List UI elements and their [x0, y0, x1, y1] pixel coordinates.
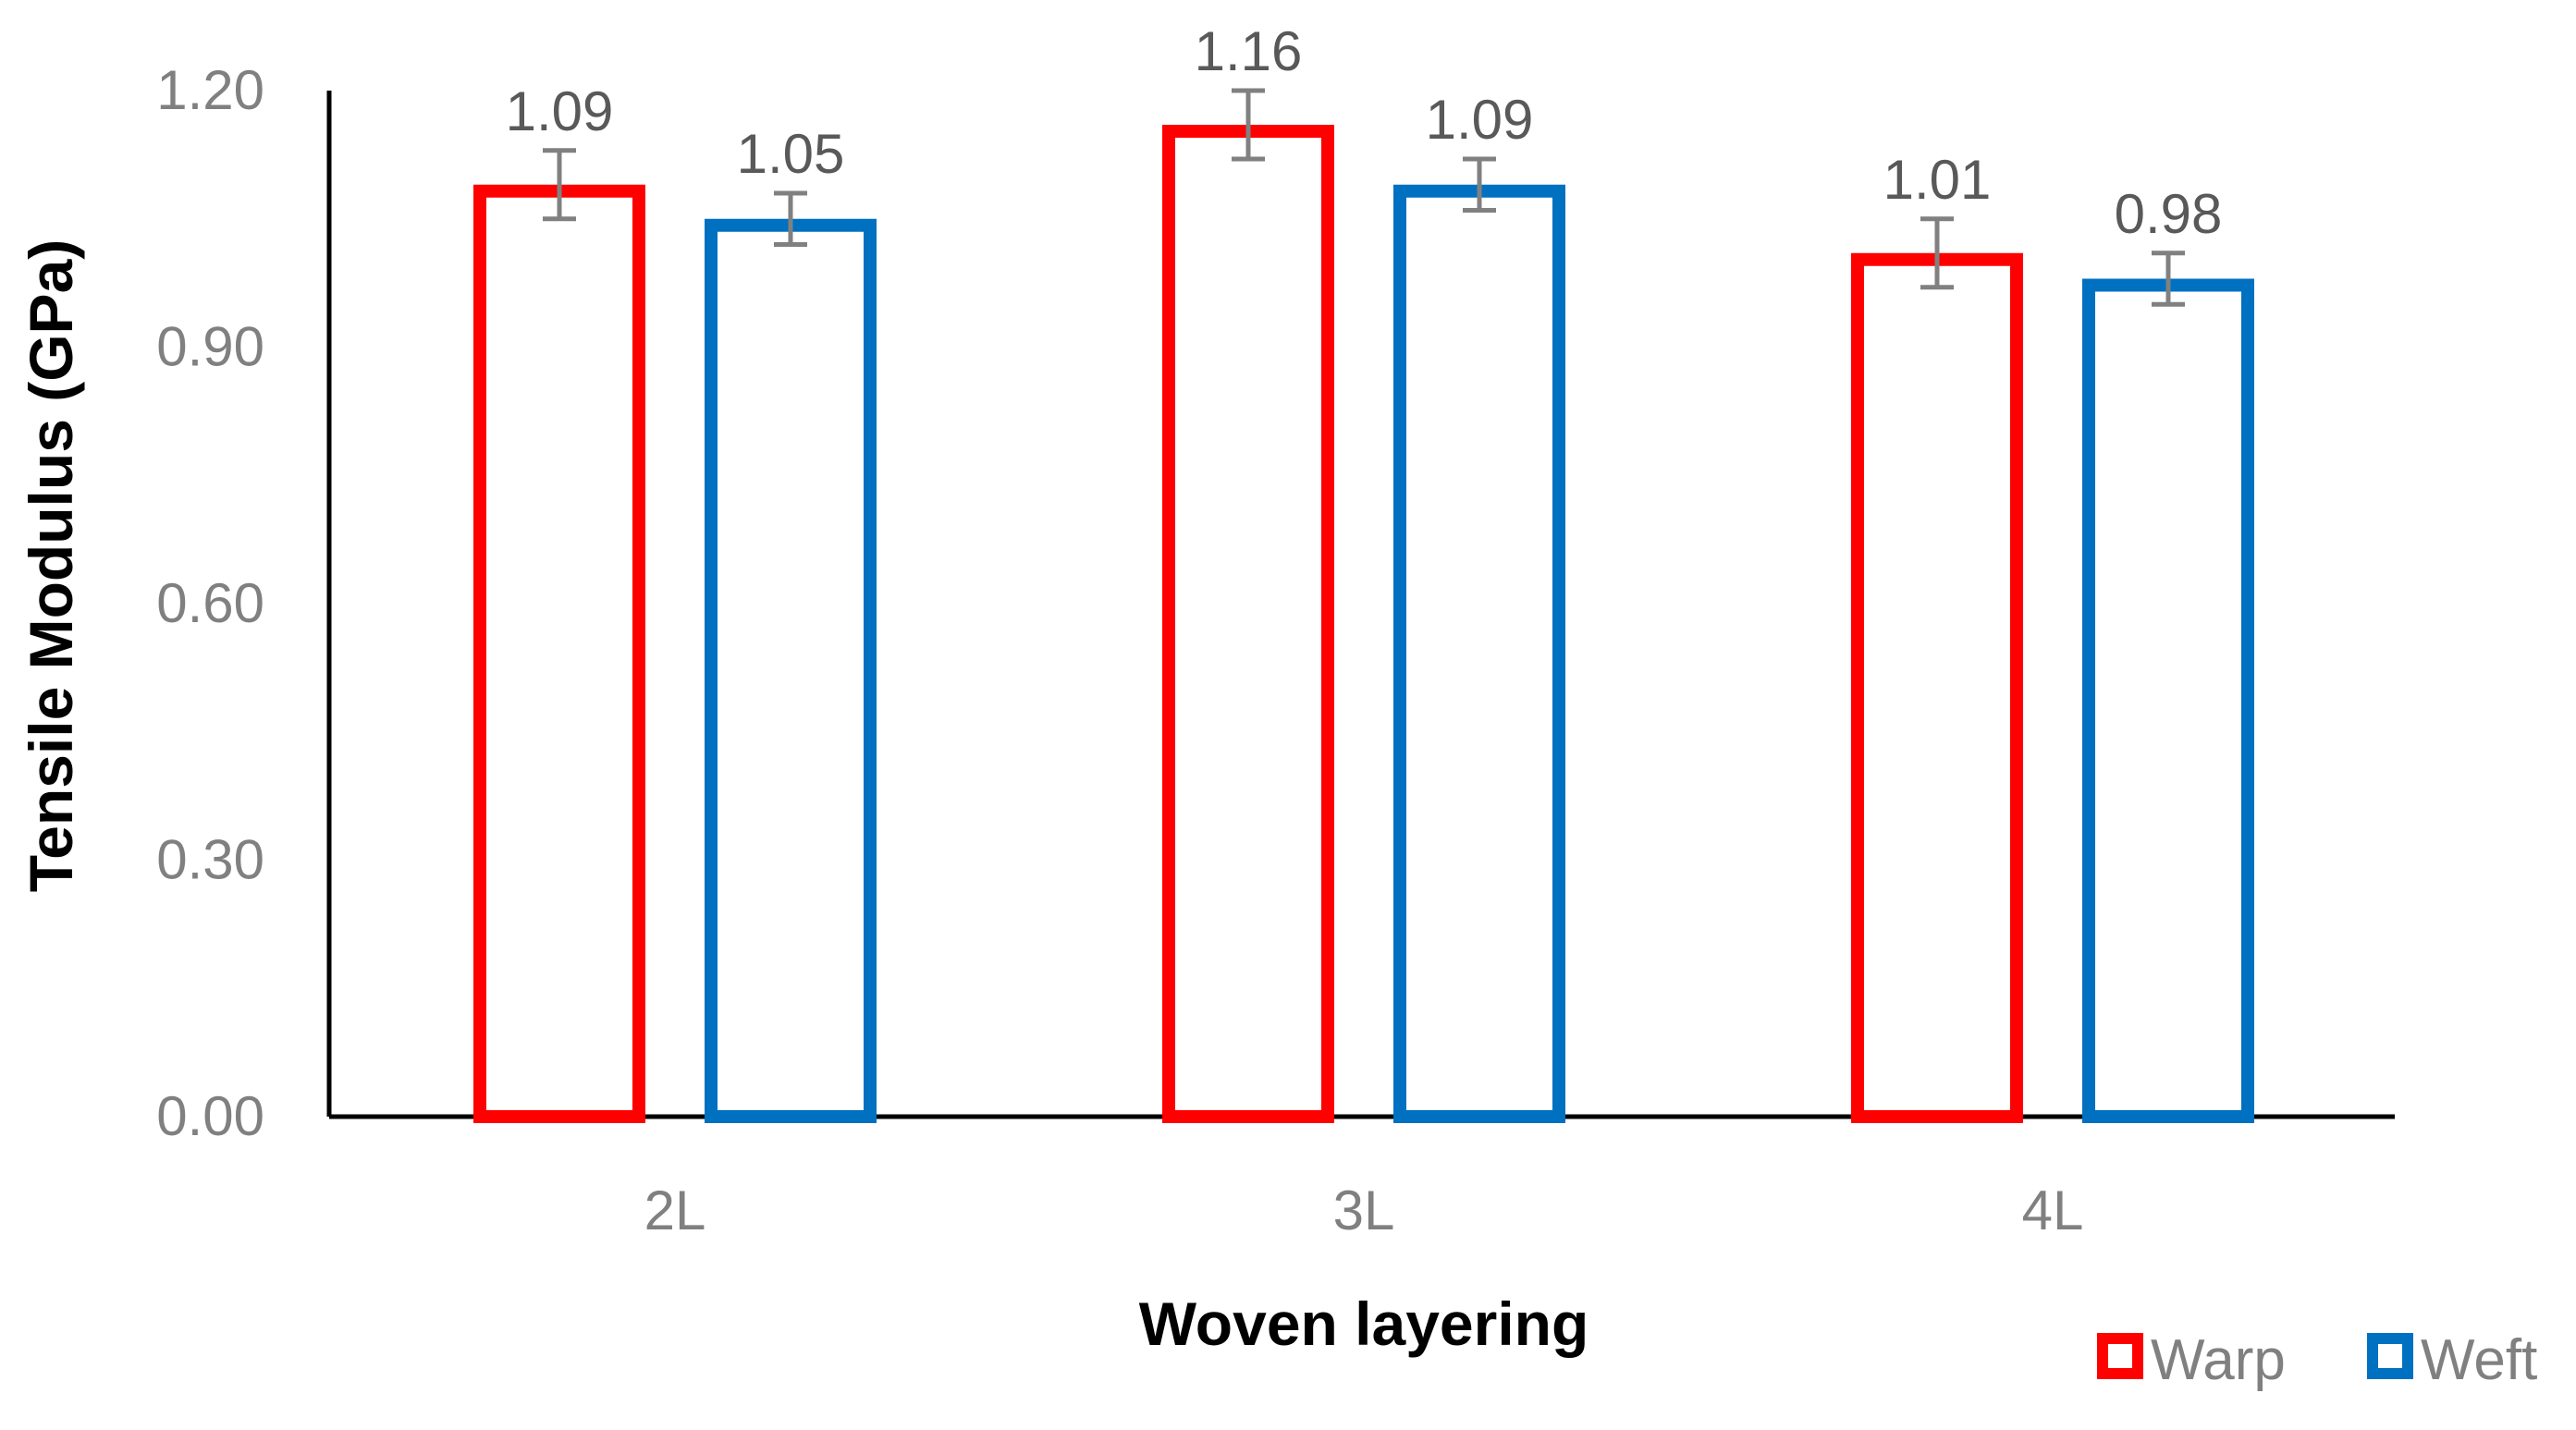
x-tick-label: 4L [2022, 1179, 2084, 1241]
axes [326, 91, 2395, 1119]
bar-warp [473, 184, 645, 1123]
legend-label: Weft [2421, 1328, 2537, 1392]
legend-item-weft[interactable]: Weft [2367, 1328, 2537, 1392]
bar-warp [1851, 252, 2023, 1123]
bar-warp [1162, 125, 1334, 1123]
legend-swatch-warp [2097, 1333, 2143, 1379]
legend[interactable]: Warp Weft [2097, 1328, 2537, 1392]
tick-labels: 0.00 0.30 0.60 0.90 1.20 2L 3L 4L [156, 59, 2083, 1241]
data-label: 1.09 [1426, 89, 1534, 151]
bars [473, 125, 2254, 1123]
data-label: 1.01 [1883, 149, 1992, 211]
bar-weft [1393, 184, 1565, 1123]
data-labels: 1.09 1.16 1.01 1.05 1.09 0.98 [506, 20, 2223, 245]
data-label: 1.05 [737, 123, 845, 185]
bar-weft [2082, 278, 2254, 1123]
y-tick-label: 0.60 [156, 572, 264, 634]
y-axis-title: Tensile Modulus (GPa) [17, 239, 85, 893]
x-tick-label: 3L [1333, 1179, 1395, 1241]
data-label: 1.16 [1195, 20, 1303, 82]
error-bars [543, 88, 2185, 307]
legend-swatch-weft [2367, 1333, 2413, 1379]
legend-item-warp[interactable]: Warp [2097, 1328, 2286, 1392]
x-tick-label: 2L [644, 1179, 706, 1241]
x-axis-title: Woven layering [1139, 1289, 1589, 1358]
legend-label: Warp [2151, 1328, 2286, 1392]
y-tick-label: 0.30 [156, 829, 264, 891]
y-tick-label: 0.00 [156, 1085, 264, 1147]
bar-weft [705, 218, 877, 1123]
data-label: 0.98 [2115, 183, 2223, 245]
data-label: 1.09 [506, 80, 614, 142]
y-tick-label: 0.90 [156, 316, 264, 378]
y-tick-label: 1.20 [156, 59, 264, 121]
